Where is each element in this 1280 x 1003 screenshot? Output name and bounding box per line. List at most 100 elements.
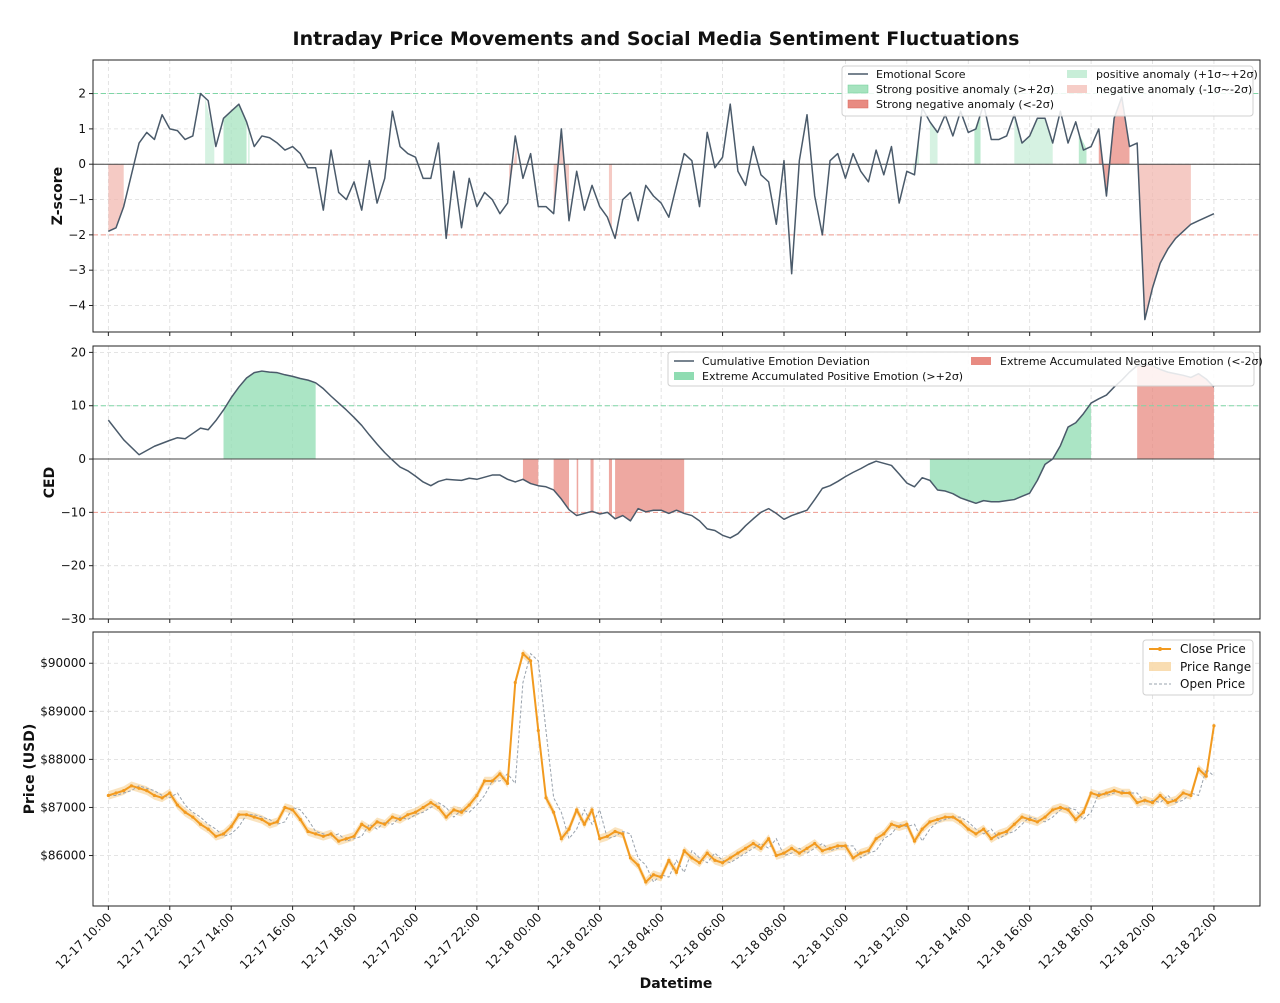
close-price-point [636,863,640,867]
close-price-point [329,832,333,836]
anomaly-region [1098,97,1130,196]
x-tick-label: 12-18 00:00 [483,910,545,972]
close-price-point [398,817,402,822]
close-price-point [1166,801,1170,805]
close-price-point [713,858,717,862]
close-price-point [1212,724,1216,728]
price-range-band [108,649,1214,887]
plot-area [93,632,1260,906]
anomaly-region [1014,114,1053,165]
close-price-point [1066,808,1070,812]
x-tick-label: 12-18 12:00 [851,910,913,972]
close-price-point [337,839,341,843]
legend-label-extreme-positive: Extreme Accumulated Positive Emotion (>+… [702,370,963,383]
close-price-point [966,827,970,831]
close-price-point [390,815,395,819]
legend-swatch-positive-anomaly [1067,70,1087,78]
axes-frame [92,345,1261,620]
close-price-point [882,832,886,836]
close-price-point [191,815,195,819]
y-axis-label: CED [42,467,58,498]
close-price-point [743,846,748,850]
x-tick-label: 12-18 22:00 [1158,910,1220,972]
close-price-point [1196,767,1201,771]
price-panel: $90000 $89000 $88000 $87000 $86000 Price (USD… [22,631,1261,910]
close-price-point [1127,791,1132,795]
close-price-point [283,805,287,810]
close-price-point [820,849,824,853]
close-price-point [674,870,679,874]
x-axis-label: Datetime [640,976,713,992]
anomaly-region [576,459,579,516]
close-price-point [897,825,901,829]
close-price-point [905,822,909,826]
plot-content [93,92,1260,321]
axes-frame [92,631,1261,907]
y-tick-label: −4 [68,299,86,313]
ced-legend: Cumulative Emotion Deviation Extreme Acc… [667,351,1263,387]
anomaly-region [108,164,124,232]
close-price-point [375,820,379,824]
close-price-point [797,851,801,855]
close-price-point [237,813,241,817]
y-tick-label: $87000 [40,800,86,814]
y-axis-label: Price (USD) [22,724,38,815]
close-price-point [360,822,364,826]
close-price-point [529,659,533,663]
close-price-point [1204,774,1208,778]
legend-label-extreme-negative: Extreme Accumulated Negative Emotion (<-… [1000,355,1263,368]
close-price-point [221,832,226,836]
anomaly-region [223,104,247,165]
chart-title: Intraday Price Movements and Social Medi… [293,28,1020,50]
close-price-point [367,827,371,831]
close-price-point [275,820,279,824]
legend-swatch-negative-anomaly [1067,85,1087,93]
close-price-point [137,786,141,790]
close-price-point [866,849,871,853]
anomaly-region [1137,143,1191,320]
close-price-point [958,820,963,824]
close-price-point [1005,829,1009,834]
x-tick-label: 12-18 06:00 [667,910,729,972]
x-tick-label: 12-17 22:00 [421,910,483,972]
x-tick-label: 12-17 10:00 [53,910,115,972]
close-price-point [874,837,878,841]
close-price-point [459,810,464,814]
close-price-point [321,834,325,838]
legend-label-strong-positive: Strong positive anomaly (>+2σ) [876,83,1054,96]
x-tick-label: 12-18 20:00 [1097,910,1159,972]
anomaly-region [608,164,613,230]
legend-label-strong-negative: Strong negative anomaly (<-2σ) [876,98,1054,111]
close-price-point [168,791,172,795]
close-price-point [306,829,310,834]
close-price-point [198,822,203,826]
close-price-point [705,851,709,855]
close-price-point [1189,793,1193,798]
close-price-point [1120,791,1124,795]
close-price-point [475,793,479,798]
close-price-point [214,834,218,838]
y-tick-label: −20 [61,559,86,573]
close-price-point [667,858,671,862]
close-price-point [1089,791,1093,795]
close-price-point [436,805,441,810]
close-price-point [106,793,110,798]
y-tick-label: $88000 [40,752,86,766]
x-tick-label: 12-18 16:00 [974,910,1036,972]
close-price-point [152,793,157,798]
legend-marker-close-price [1158,647,1162,651]
close-price-point [720,861,725,865]
close-price-point [1173,798,1178,802]
close-price-point [1058,805,1062,810]
y-tick-label: 2 [78,87,86,101]
legend-label-positive-anomaly: positive anomaly (+1σ~+2σ) [1096,68,1258,81]
close-price-point [1150,801,1155,805]
close-price-point [1158,793,1162,798]
anomaly-region [223,371,316,460]
price-legend: Close Price Price Range Open Price [1142,639,1254,696]
close-price-point [1097,793,1101,798]
close-price-point [782,851,786,855]
close-price-point [229,825,233,829]
x-axis-ticks: 12-17 10:00 12-17 12:00 12-17 14:00 12-17 1… [53,910,1220,972]
close-price-point [859,851,863,855]
